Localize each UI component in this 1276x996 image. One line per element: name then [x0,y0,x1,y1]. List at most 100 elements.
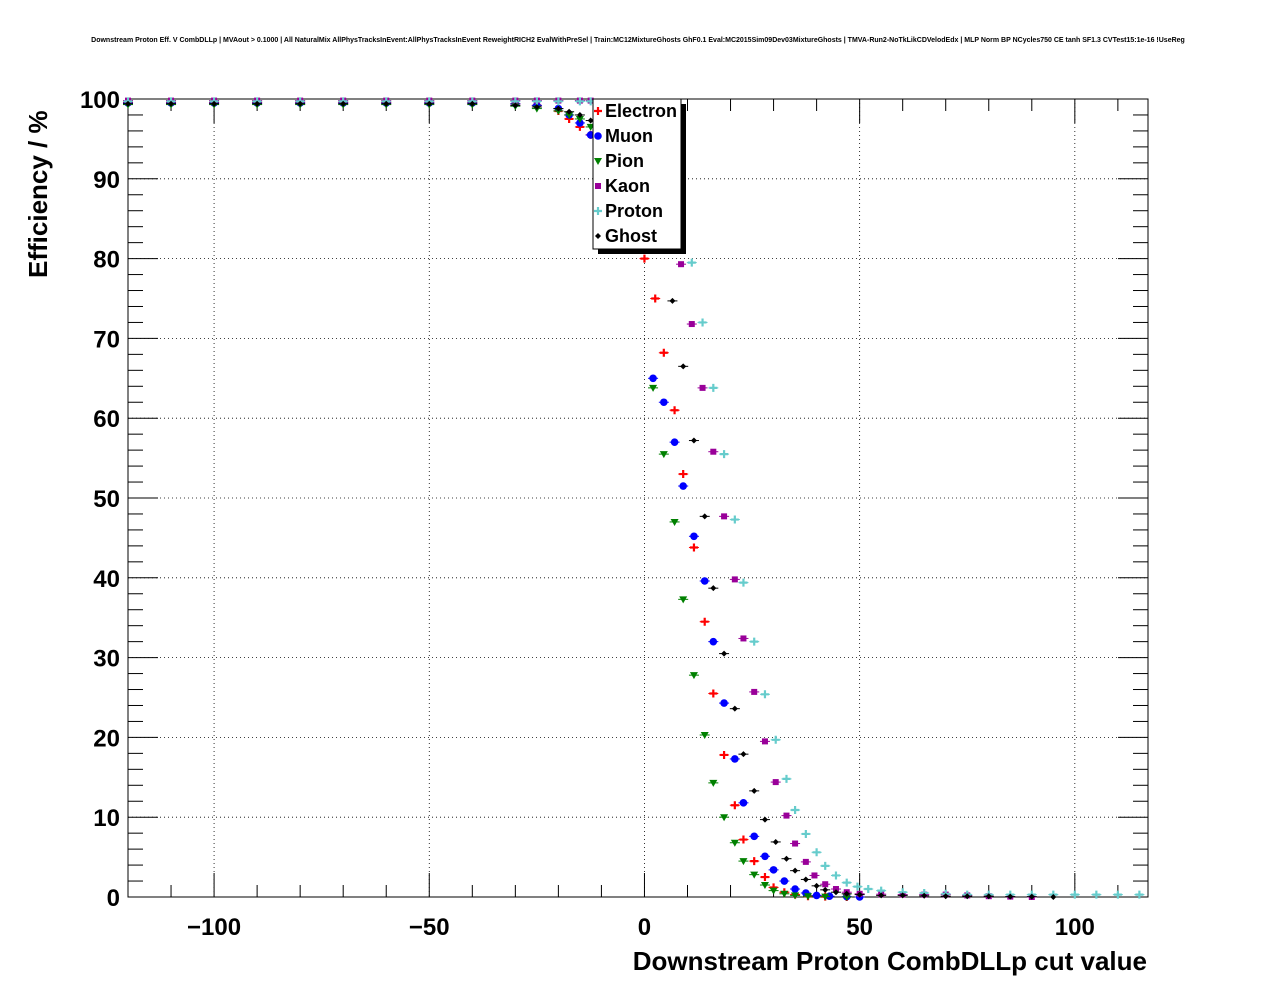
data-point [710,585,717,592]
data-point [720,450,729,459]
data-point [792,840,799,847]
series-electron [123,98,852,901]
data-point [555,105,562,112]
data-point [1113,890,1122,899]
series-pion [123,101,852,901]
data-point [761,816,768,823]
data-point [679,482,687,490]
legend-marker-kaon [595,183,601,189]
data-point [964,893,971,900]
y-tick-label: 20 [93,725,120,752]
data-point [843,890,850,897]
data-point [565,111,574,119]
data-point [340,100,347,107]
legend-box [592,98,682,250]
data-point [1070,890,1079,899]
data-point [761,738,768,745]
data-point [822,886,829,893]
data-point [383,100,390,107]
data-point [701,513,708,520]
data-point [1007,893,1014,900]
data-point [802,858,809,865]
x-tick-label: 50 [846,914,873,941]
data-point [821,893,830,901]
data-point [801,829,810,838]
data-point [739,858,748,866]
data-point [709,689,718,698]
data-point [669,297,676,304]
data-point [739,835,748,844]
legend-label-pion: Pion [605,151,644,171]
legend-label-kaon: Kaon [605,176,650,196]
data-point [864,885,873,894]
data-point [853,882,862,891]
data-point [772,779,779,786]
data-point [731,576,738,583]
y-tick-label: 70 [93,326,120,353]
legend-marker-pion [594,158,602,165]
y-tick-label: 60 [93,406,120,433]
data-point [587,117,594,124]
data-point [426,100,433,107]
data-point [783,812,790,819]
y-tick-label: 80 [93,247,120,274]
data-point [1092,890,1101,899]
series-kaon [123,97,1037,900]
data-point [575,97,584,106]
x-axis-title: Downstream Proton CombDLLp cut value [633,946,1147,976]
data-point [856,891,863,898]
data-point [1050,894,1057,900]
data-point [822,881,829,888]
data-point [688,321,695,328]
y-tick-label: 50 [93,486,120,513]
chart-title: Downstream Proton Eff. V CombDLLp | MVAo… [91,37,1185,44]
x-tick-label: 100 [1055,914,1095,941]
data-point [739,578,748,587]
data-point [831,871,840,880]
data-point [678,261,685,268]
data-point [740,751,747,758]
data-point [760,882,769,890]
data-point [731,755,739,763]
data-point [760,873,769,882]
data-point [791,892,800,900]
legend-marker-ghost [595,233,601,239]
data-point [679,596,688,604]
data-point [780,877,789,885]
legend: Electron Muon Pion Kaon Proton Ghost [592,98,686,254]
data-point [985,893,992,900]
legend-label-electron: Electron [605,101,677,121]
legend-marker-proton [594,207,602,215]
data-point [168,100,175,107]
data-point [730,515,739,524]
data-point [254,100,261,107]
data-point [812,891,821,900]
data-point [780,890,789,898]
y-tick-label: 90 [93,167,120,194]
y-tick-label: 40 [93,566,120,593]
x-tick-label: −50 [409,914,450,941]
data-point [211,100,218,107]
data-point [812,848,821,857]
data-point [297,100,304,107]
data-point [751,688,758,695]
data-point [791,885,799,893]
data-point [813,882,820,889]
data-point [679,470,688,479]
data-point [576,111,583,118]
data-point [469,100,476,107]
data-point [698,318,707,327]
data-point [720,814,729,822]
data-point [750,637,759,646]
data-point [769,887,778,895]
data-point [750,832,759,841]
data-point [687,258,696,267]
data-point [660,398,668,407]
data-point [670,518,679,526]
data-point [942,893,949,900]
data-point [649,384,658,392]
data-point [1028,893,1035,900]
data-point [720,750,729,759]
data-point [575,115,584,123]
